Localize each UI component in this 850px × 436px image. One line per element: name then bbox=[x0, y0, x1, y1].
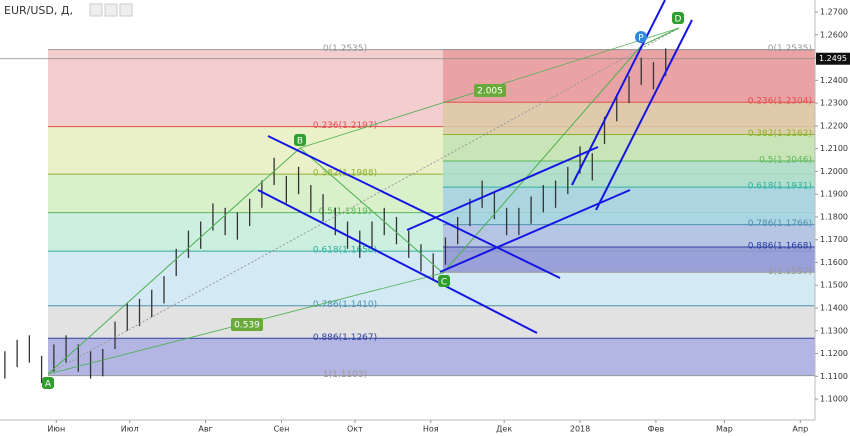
fib-label: 0.5(1.2046) bbox=[759, 155, 812, 165]
axes: 1.27001.26001.25001.24001.23001.22001.21… bbox=[47, 8, 850, 434]
y-tick-label: 1.2300 bbox=[820, 99, 848, 108]
y-tick-label: 1.1400 bbox=[820, 304, 848, 313]
point-marker bbox=[438, 275, 450, 287]
fib-label: 0.886(1.1267) bbox=[313, 333, 377, 343]
point-label: P bbox=[638, 34, 644, 44]
y-tick-label: 1.1000 bbox=[820, 395, 848, 404]
fib-label: 0.5(1.1819) bbox=[319, 207, 372, 217]
fib-label: 0(1.2535) bbox=[323, 44, 367, 54]
ratio-box bbox=[231, 318, 263, 331]
fib-label: 0.786(1.1766) bbox=[748, 219, 812, 229]
fib-band bbox=[443, 102, 815, 135]
y-tick-label: 1.1600 bbox=[820, 258, 848, 267]
x-tick-label: Окт bbox=[347, 425, 363, 434]
trend-line bbox=[571, 0, 666, 186]
fib-label: 1(1.1557) bbox=[768, 267, 812, 277]
y-tick-label: 1.1900 bbox=[820, 190, 848, 199]
y-tick-label: 1.2000 bbox=[820, 167, 848, 176]
last-price-label: 1.2495 bbox=[819, 54, 847, 63]
trend-lines bbox=[257, 0, 693, 334]
last-price-box bbox=[816, 52, 850, 65]
fib-band bbox=[443, 160, 815, 188]
y-tick-label: 1.1200 bbox=[820, 349, 848, 358]
x-tick-label: Мар bbox=[716, 425, 733, 434]
fib-band bbox=[48, 305, 815, 339]
x-tick-label: Авг bbox=[198, 425, 212, 434]
x-tick-label: Июл bbox=[121, 425, 139, 434]
fib-label: 0.382(1.2162) bbox=[748, 129, 812, 139]
toolbar-icons[interactable] bbox=[89, 3, 133, 17]
chart-title: EUR/USD, Д, bbox=[4, 4, 73, 17]
settings-icon[interactable] bbox=[104, 3, 118, 17]
fib-label: 0(1.2535) bbox=[768, 44, 812, 54]
price-axis bbox=[815, 0, 850, 436]
x-tick-label: Сен bbox=[274, 425, 290, 434]
y-tick-label: 1.2400 bbox=[820, 76, 848, 85]
point-label: A bbox=[45, 380, 52, 390]
trend-line bbox=[267, 135, 561, 279]
x-tick-label: Фев bbox=[648, 425, 665, 434]
fib-band bbox=[48, 338, 815, 376]
fib-label: 0.786(1.1410) bbox=[313, 300, 377, 310]
point-label: C bbox=[441, 278, 447, 288]
y-tick-label: 1.2700 bbox=[820, 8, 848, 17]
y-tick-label: 1.1300 bbox=[820, 326, 848, 335]
y-tick-label: 1.1500 bbox=[820, 281, 848, 290]
point-marker bbox=[294, 134, 306, 146]
fib-label: 0.236(1.2197) bbox=[313, 121, 377, 131]
y-tick-label: 1.1700 bbox=[820, 235, 848, 244]
trend-line bbox=[595, 19, 693, 211]
fib-band bbox=[443, 134, 815, 161]
trend-line bbox=[406, 146, 599, 231]
point-marker bbox=[42, 377, 54, 389]
close-icon[interactable] bbox=[119, 3, 133, 17]
y-tick-label: 1.2100 bbox=[820, 144, 848, 153]
x-tick-label: Июн bbox=[47, 425, 65, 434]
ratio-label: 2.005 bbox=[477, 87, 503, 97]
point-marker bbox=[635, 31, 647, 43]
drawings: 2.005 0.539 A B C P D bbox=[42, 0, 693, 390]
fib-bands: 0(1.2535)0.236(1.2197)0.382(1.1988)0.5(1… bbox=[0, 44, 815, 380]
fib-label: 0.236(1.2304) bbox=[748, 97, 812, 107]
ratio-label: 0.539 bbox=[234, 321, 260, 331]
x-tick-label: Ноя bbox=[423, 425, 439, 434]
point-label: D bbox=[675, 15, 682, 25]
x-tick-label: Апр bbox=[792, 425, 808, 434]
fib-label: 1(1.1103) bbox=[323, 370, 367, 380]
y-tick-label: 1.1100 bbox=[820, 372, 848, 381]
trend-line bbox=[257, 189, 538, 334]
fib-band bbox=[443, 187, 815, 225]
fib-label: 0.886(1.1668) bbox=[748, 241, 812, 251]
point-label: B bbox=[297, 137, 303, 147]
y-tick-label: 1.2600 bbox=[820, 30, 848, 39]
point-marker bbox=[672, 12, 684, 24]
x-tick-label: Дек bbox=[496, 425, 512, 434]
y-tick-label: 1.1800 bbox=[820, 212, 848, 221]
x-tick-label: 2018 bbox=[570, 425, 590, 434]
fib-label: 0.618(1.1650) bbox=[313, 246, 377, 256]
ratio-box bbox=[474, 84, 506, 97]
fib-label: 0.618(1.1931) bbox=[748, 182, 812, 192]
y-tick-label: 1.2200 bbox=[820, 121, 848, 130]
eye-icon[interactable] bbox=[89, 3, 103, 17]
